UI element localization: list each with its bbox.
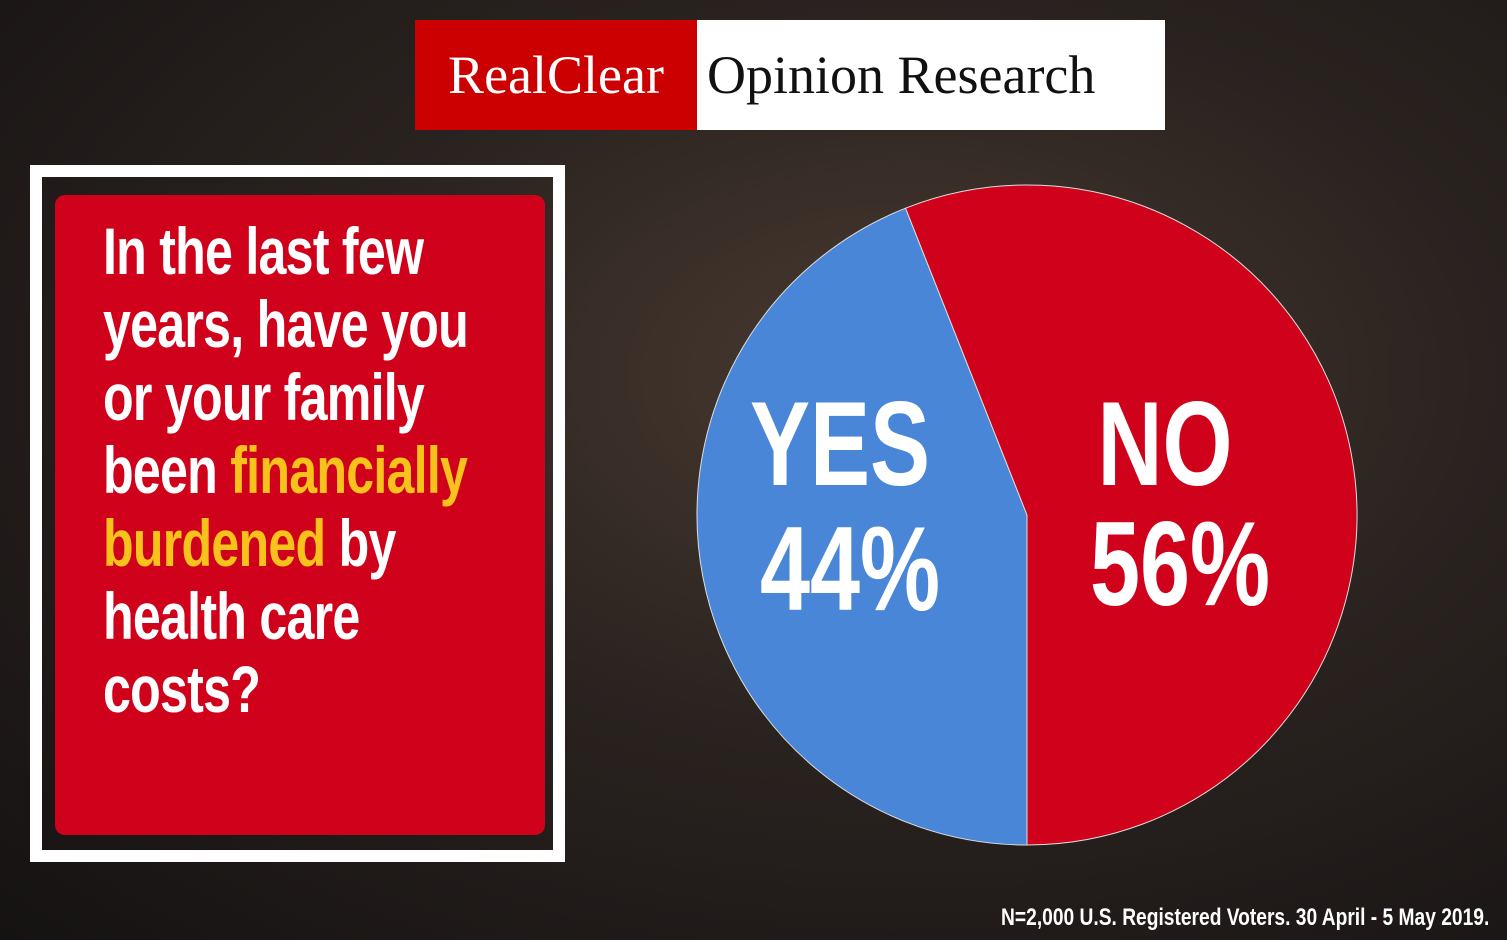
- question-box: In the last few years, have you or your …: [55, 195, 545, 835]
- slice-category: YES: [750, 378, 930, 512]
- brand-right: Opinion Research: [697, 20, 1165, 130]
- slice-category: NO: [1098, 378, 1233, 512]
- pie-slice: [904, 184, 1358, 846]
- pie-slice: [696, 207, 1028, 846]
- question-text: by health care costs?: [103, 506, 396, 726]
- footnote: N=2,000 U.S. Registered Voters. 30 April…: [1000, 904, 1489, 931]
- question-frame: [30, 165, 565, 862]
- brand-left: RealClear: [415, 20, 697, 130]
- question-highlight: financially burdened: [103, 433, 468, 580]
- question: In the last few years, have you or your …: [103, 215, 491, 726]
- question-text: In the last few years, have you or your …: [103, 214, 469, 507]
- slice-value-label: 44%: [760, 503, 940, 637]
- slice-value-label: 56%: [1090, 498, 1270, 632]
